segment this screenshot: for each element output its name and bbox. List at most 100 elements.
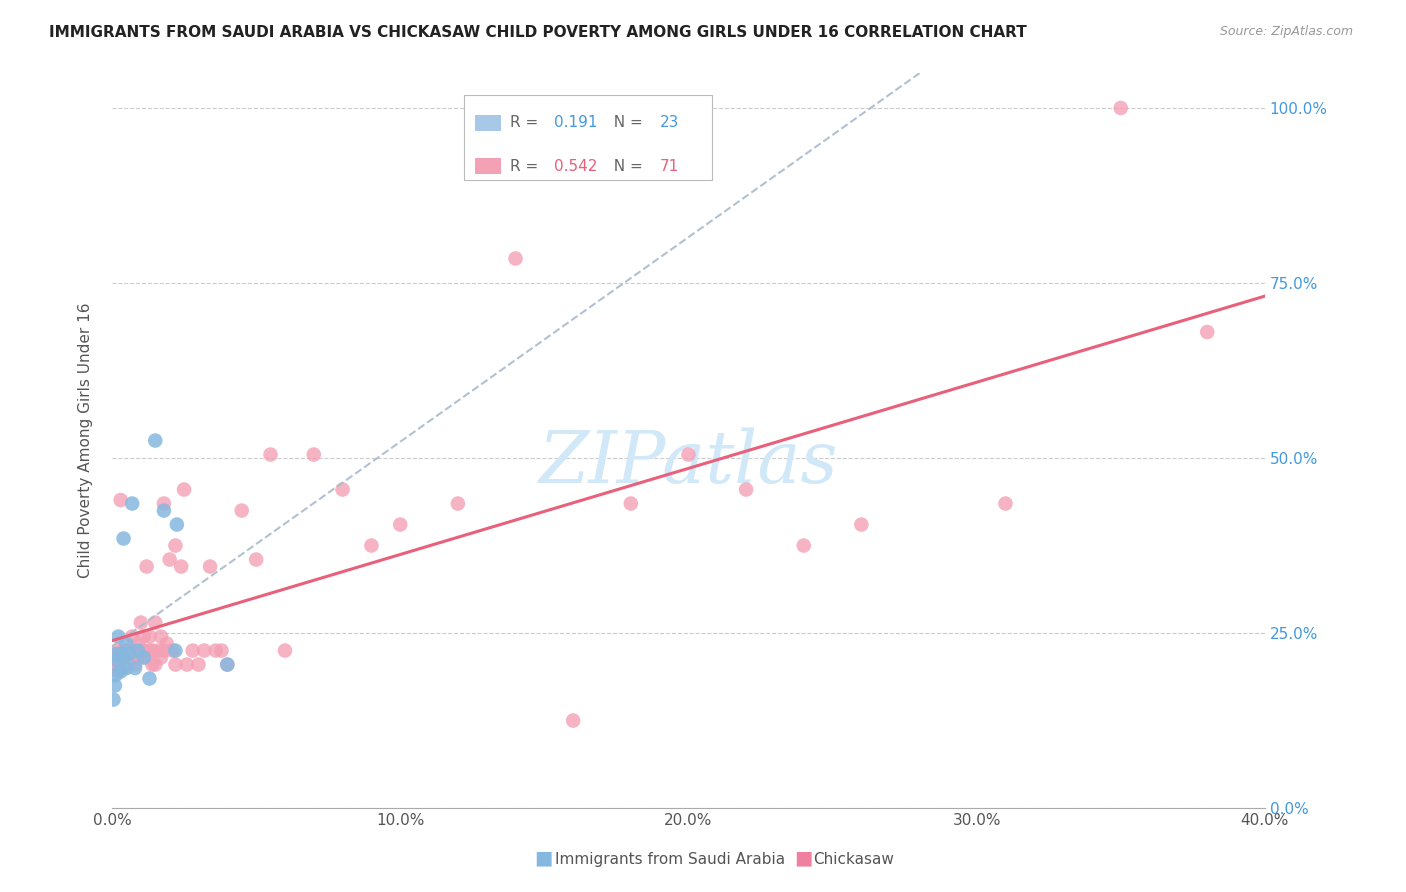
Point: [132, 650, 155, 665]
Point: [107, 643, 129, 657]
Point: [851, 517, 873, 532]
Point: [124, 643, 146, 657]
Text: IMMIGRANTS FROM SAUDI ARABIA VS CHICKASAW CHILD POVERTY AMONG GIRLS UNDER 16 COR: IMMIGRANTS FROM SAUDI ARABIA VS CHICKASA…: [49, 25, 1026, 40]
Point: [1197, 325, 1219, 339]
Point: [115, 636, 138, 650]
Point: [127, 650, 149, 665]
Point: [105, 654, 128, 668]
Point: [259, 448, 281, 462]
Point: [110, 665, 132, 679]
Point: [162, 643, 184, 657]
Point: [107, 630, 129, 644]
Point: [193, 643, 215, 657]
Point: [124, 661, 146, 675]
Point: [231, 503, 253, 517]
Text: ZIPatlas: ZIPatlas: [538, 427, 838, 498]
Point: [360, 539, 382, 553]
Point: [141, 657, 163, 672]
Text: 23: 23: [659, 115, 679, 130]
Point: [1109, 101, 1132, 115]
Point: [115, 661, 138, 675]
Point: [115, 650, 138, 665]
Point: [562, 714, 585, 728]
Bar: [464, 95, 711, 179]
Point: [143, 615, 166, 630]
Text: 0.542: 0.542: [554, 159, 598, 174]
Point: [110, 647, 132, 661]
Point: [135, 650, 157, 665]
Point: [107, 665, 129, 679]
Point: [141, 643, 163, 657]
Point: [110, 647, 132, 661]
Point: [127, 636, 149, 650]
Text: N =: N =: [605, 115, 648, 130]
Point: [302, 448, 325, 462]
Point: [124, 657, 146, 672]
Point: [153, 497, 176, 511]
Point: [447, 497, 470, 511]
Point: [121, 650, 143, 665]
Point: [138, 672, 160, 686]
Point: [107, 654, 129, 668]
Text: 0.191: 0.191: [554, 115, 598, 130]
Point: [129, 615, 152, 630]
Point: [112, 532, 135, 546]
Y-axis label: Child Poverty Among Girls Under 16: Child Poverty Among Girls Under 16: [79, 302, 93, 578]
Point: [132, 630, 155, 644]
Point: [156, 636, 179, 650]
Point: [105, 647, 128, 661]
Bar: [475, 158, 501, 175]
Point: [118, 650, 141, 665]
Point: [170, 559, 193, 574]
Point: [187, 657, 209, 672]
Point: [153, 503, 176, 517]
Point: [159, 552, 181, 566]
Point: [153, 643, 176, 657]
Point: [103, 692, 125, 706]
Point: [104, 668, 127, 682]
Point: [211, 643, 233, 657]
Text: Source: ZipAtlas.com: Source: ZipAtlas.com: [1219, 25, 1353, 38]
Point: [332, 483, 354, 497]
Text: R =: R =: [510, 115, 543, 130]
Point: [217, 657, 239, 672]
Point: [118, 643, 141, 657]
Text: Immigrants from Saudi Arabia: Immigrants from Saudi Arabia: [555, 852, 786, 867]
Point: [143, 657, 166, 672]
Point: [115, 643, 138, 657]
Point: [217, 657, 239, 672]
Point: [118, 647, 141, 661]
Point: [165, 643, 187, 657]
Point: [274, 643, 297, 657]
Text: N =: N =: [605, 159, 648, 174]
Point: [104, 647, 127, 661]
Point: [110, 661, 132, 675]
Point: [146, 643, 169, 657]
Point: [389, 517, 412, 532]
Point: [505, 252, 527, 266]
Point: [132, 643, 155, 657]
Point: [129, 643, 152, 657]
Point: [135, 559, 157, 574]
Point: [127, 643, 149, 657]
Point: [112, 661, 135, 675]
Point: [112, 650, 135, 665]
Point: [166, 517, 188, 532]
Point: [176, 657, 198, 672]
Point: [112, 643, 135, 657]
Point: [735, 483, 758, 497]
Point: [104, 661, 127, 675]
Text: 71: 71: [659, 159, 679, 174]
Point: [204, 643, 226, 657]
Point: [110, 493, 132, 508]
Point: [104, 679, 127, 693]
Text: Chickasaw: Chickasaw: [813, 852, 894, 867]
Point: [245, 552, 267, 566]
Bar: [475, 115, 501, 131]
Text: ■: ■: [534, 848, 553, 867]
Point: [793, 539, 815, 553]
Text: R =: R =: [510, 159, 543, 174]
Text: ■: ■: [794, 848, 813, 867]
Point: [121, 497, 143, 511]
Point: [620, 497, 643, 511]
